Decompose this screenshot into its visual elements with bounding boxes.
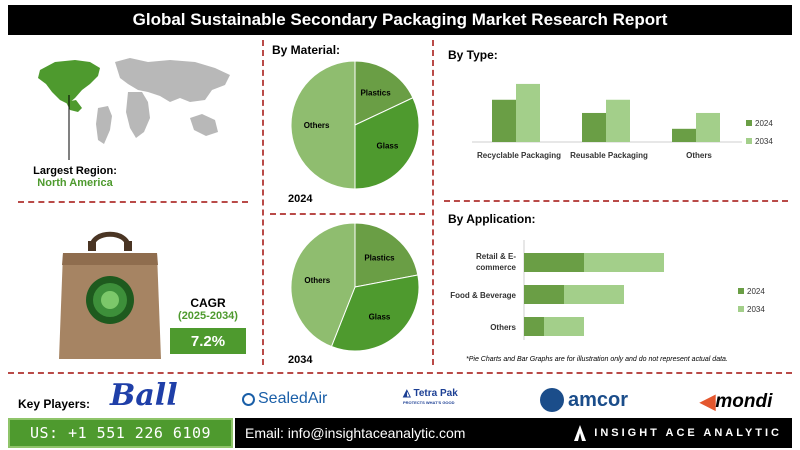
application-bar-1-2024 (524, 285, 564, 304)
divider-material (270, 213, 425, 215)
brand-name: INSIGHT ACE ANALYTIC (574, 425, 782, 441)
sealedair-name: SealedAir (258, 390, 328, 407)
tetrapak-tagline: PROTECTS WHAT'S GOOD (403, 400, 455, 405)
application-bar-0-2024 (524, 253, 584, 272)
application-bar-2-2024 (524, 317, 544, 336)
type-legend-swatch-2034 (746, 138, 752, 144)
divider-left (18, 201, 248, 203)
divider-vertical-right (432, 40, 434, 365)
ball-logo: Ball (110, 378, 178, 413)
application-category-label-1: Food & Beverage (450, 291, 516, 300)
application-bar-1-2034 (564, 285, 624, 304)
type-bar-2-2024 (672, 128, 696, 142)
insightace-logo-icon (574, 425, 587, 441)
type-bar-2-2034 (696, 112, 720, 142)
amcor-name: amcor (568, 388, 629, 411)
eco-bag-icon (59, 231, 161, 359)
pie-2024-label-others: Others (304, 121, 330, 130)
application-bar-0-2034 (584, 253, 664, 272)
pie-2024-slice-others (290, 60, 356, 190)
cagr-value: 7.2% (170, 328, 246, 354)
type-bar-0-2034 (516, 83, 540, 142)
application-legend-swatch-2034 (738, 306, 744, 312)
type-bar-1-2024 (582, 112, 606, 142)
type-legend-label-2034: 2034 (755, 137, 773, 146)
pie-2034-label-plastics: Plastics (364, 253, 395, 262)
application-bar-chart: Retail & E-commerce Food & Beverage Others… (450, 240, 765, 340)
pie-2034-slice-others (290, 222, 356, 348)
by-application-title: By Application: (448, 212, 536, 226)
pie-2034-label-glass: Glass (369, 313, 391, 322)
amcor-logo: amcor (540, 388, 628, 412)
type-category-label-1: Reusable Packaging (570, 151, 648, 160)
type-legend-swatch-2024 (746, 120, 752, 126)
pie-2034-slice-glass (330, 274, 420, 352)
application-bar-2-2034 (544, 317, 584, 336)
pie-2024-label-glass: Glass (377, 142, 399, 151)
divider-bottom (8, 372, 792, 374)
pie-chart-2024: Plastics Glass Others (290, 60, 420, 190)
brand-text: INSIGHT ACE ANALYTIC (594, 427, 782, 439)
cagr-period: (2025-2034) (178, 310, 238, 322)
pie-2024-slice-glass (354, 97, 420, 190)
phone-number: US: +1 551 226 6109 (8, 418, 233, 448)
mondi-logo: ◀ mondi (700, 389, 772, 414)
tetrapak-name: Tetra Pak (413, 388, 458, 399)
page-title: Global Sustainable Secondary Packaging M… (8, 5, 792, 35)
pie-2024-label-plastics: Plastics (360, 89, 391, 98)
by-type-title: By Type: (448, 48, 498, 62)
tetrapak-logo: ◭ Tetra Pak PROTECTS WHAT'S GOOD (403, 389, 458, 405)
pie-2034-label-others: Others (304, 276, 330, 285)
pie-chart-2034: Plastics Glass Others (290, 222, 420, 352)
application-category-label-0: Retail & E-commerce (476, 252, 517, 272)
mondi-icon: ◀ (700, 391, 716, 413)
sealedair-icon (242, 392, 255, 406)
largest-region-label: Largest Region: (33, 165, 117, 177)
pie-2024-slice-plastics (354, 60, 414, 126)
divider-right (444, 200, 788, 202)
application-category-label-2: Others (490, 323, 516, 332)
world-map-icon (38, 58, 230, 160)
pie-year-2024: 2024 (288, 193, 313, 205)
pie-2034-slice-plastics (354, 222, 419, 288)
by-material-title: By Material: (272, 43, 341, 57)
email-text: Email: info@insightaceanalytic.com (245, 425, 466, 441)
application-legend-swatch-2024 (738, 288, 744, 294)
largest-region-value: North America (37, 177, 113, 189)
cagr-label: CAGR (190, 296, 226, 310)
footer-contact-bar: Email: info@insightaceanalytic.com INSIG… (235, 418, 792, 448)
sealedair-logo: SealedAir (242, 390, 327, 408)
application-legend-label-2034: 2034 (747, 305, 765, 314)
mondi-name: mondi (715, 390, 773, 412)
type-bar-chart: Recyclable Packaging Reusable Packaging Ot… (472, 83, 773, 160)
type-category-label-0: Recyclable Packaging (477, 151, 561, 160)
type-bar-0-2024 (492, 99, 516, 142)
pie-year-2034: 2034 (288, 354, 313, 366)
tetrapak-icon: ◭ (403, 388, 414, 399)
type-legend-label-2024: 2024 (755, 119, 773, 128)
type-category-label-2: Others (686, 151, 712, 160)
type-bar-1-2034 (606, 99, 630, 142)
key-players-label: Key Players: (18, 397, 91, 411)
amcor-icon (540, 388, 564, 412)
divider-vertical-left (262, 40, 264, 365)
illustration-note: *Pie Charts and Bar Graphs are for illus… (466, 356, 728, 363)
application-legend-label-2024: 2024 (747, 287, 765, 296)
